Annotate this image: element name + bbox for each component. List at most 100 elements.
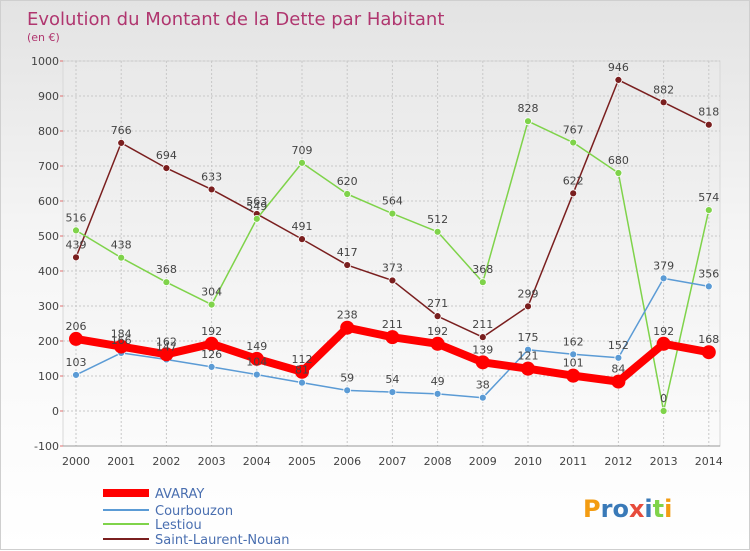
logo-text: Proxiti bbox=[583, 495, 672, 523]
y-tick-label: 800 bbox=[38, 125, 59, 138]
chart-title: Evolution du Montant de la Dette par Hab… bbox=[27, 9, 444, 30]
data-point bbox=[521, 361, 535, 376]
data-label: 149 bbox=[246, 340, 267, 353]
data-point bbox=[524, 302, 532, 311]
y-tick-label: 700 bbox=[38, 160, 59, 173]
data-point bbox=[566, 368, 581, 383]
data-point bbox=[343, 261, 352, 269]
data-point bbox=[385, 330, 400, 345]
data-label: 162 bbox=[563, 335, 584, 348]
data-point bbox=[117, 253, 126, 262]
data-point bbox=[159, 347, 174, 362]
data-label: 680 bbox=[608, 154, 629, 167]
data-labels: 206 184 162 192 149 112 238 211 192 139 121 101 84 19… bbox=[66, 61, 720, 405]
plot-area bbox=[62, 60, 721, 447]
legend-label: Lestiou bbox=[155, 518, 202, 533]
legend-label: Courbouzon bbox=[155, 504, 233, 519]
y-tick-label: 1000 bbox=[31, 55, 59, 68]
data-label: 271 bbox=[427, 297, 448, 310]
legend-label: AVARAY bbox=[155, 487, 204, 502]
data-label: 356 bbox=[698, 267, 719, 280]
data-label: 147 bbox=[156, 341, 177, 354]
data-point bbox=[611, 374, 626, 389]
x-tick-label: 2002 bbox=[152, 455, 180, 468]
data-label: 564 bbox=[382, 195, 403, 208]
data-point bbox=[569, 189, 578, 198]
data-label: 168 bbox=[698, 333, 719, 346]
data-label: 166 bbox=[111, 334, 132, 347]
data-point bbox=[433, 389, 442, 398]
data-point bbox=[114, 339, 129, 354]
data-label: 620 bbox=[337, 175, 358, 188]
data-point bbox=[343, 386, 352, 395]
data-point bbox=[475, 355, 490, 370]
data-label: 0 bbox=[660, 392, 667, 405]
data-label: 694 bbox=[156, 149, 177, 162]
legend: AVARAY CourbouzonLestiouSaint-Laurent-Nou… bbox=[103, 487, 290, 548]
data-point bbox=[298, 378, 306, 387]
data-point bbox=[524, 117, 532, 126]
y-tick-label: 600 bbox=[38, 195, 59, 208]
x-tick-label: 2003 bbox=[198, 455, 226, 468]
y-tick-label: 200 bbox=[38, 335, 59, 348]
data-point bbox=[524, 345, 532, 354]
y-tick-label: 500 bbox=[38, 230, 59, 243]
data-point bbox=[343, 190, 352, 198]
x-tick-label: 2004 bbox=[243, 455, 271, 468]
data-point bbox=[388, 388, 397, 397]
x-tick-label: 2014 bbox=[695, 455, 723, 468]
data-label: 104 bbox=[246, 356, 267, 369]
data-point bbox=[659, 98, 668, 107]
data-point bbox=[252, 214, 261, 223]
data-label: 126 bbox=[201, 348, 222, 361]
x-tick-label: 2007 bbox=[378, 455, 406, 468]
data-label: 59 bbox=[340, 371, 354, 384]
data-label: 379 bbox=[653, 259, 674, 272]
data-label: 192 bbox=[201, 325, 222, 338]
data-point bbox=[162, 278, 171, 287]
data-label: 563 bbox=[246, 195, 267, 208]
data-point bbox=[298, 158, 306, 167]
data-label: 103 bbox=[66, 356, 87, 369]
data-point bbox=[478, 333, 487, 342]
legend-label: Saint-Laurent-Nouan bbox=[155, 533, 290, 548]
data-label: 633 bbox=[201, 170, 222, 183]
x-tick-label: 2013 bbox=[650, 455, 678, 468]
data-label: 54 bbox=[385, 373, 399, 386]
data-point bbox=[704, 282, 713, 291]
data-label: 946 bbox=[608, 61, 629, 74]
data-label: 238 bbox=[337, 309, 358, 322]
data-label: 211 bbox=[472, 318, 493, 331]
data-label: 84 bbox=[611, 363, 625, 376]
data-point bbox=[430, 336, 445, 351]
data-point bbox=[72, 226, 80, 235]
data-label: 81 bbox=[295, 364, 309, 377]
data-point bbox=[298, 235, 306, 244]
data-label: 767 bbox=[563, 124, 584, 137]
data-point bbox=[701, 345, 716, 360]
data-label: 101 bbox=[563, 357, 584, 370]
x-tick-label: 2012 bbox=[604, 455, 632, 468]
data-point bbox=[207, 362, 216, 371]
data-label: 304 bbox=[201, 286, 222, 299]
data-label: 112 bbox=[292, 353, 313, 366]
data-label: 192 bbox=[653, 325, 674, 338]
data-label: 828 bbox=[518, 102, 539, 115]
data-label: 439 bbox=[66, 238, 87, 251]
data-point bbox=[117, 138, 126, 147]
data-point bbox=[478, 278, 487, 287]
x-tick-label: 2001 bbox=[107, 455, 135, 468]
data-point bbox=[656, 336, 671, 351]
data-label: 368 bbox=[156, 263, 177, 276]
y-tick-label: -100 bbox=[34, 440, 59, 453]
data-label: 121 bbox=[518, 350, 539, 363]
data-point bbox=[614, 169, 623, 177]
x-tick-label: 2008 bbox=[424, 455, 452, 468]
data-label: 491 bbox=[292, 220, 313, 233]
data-label: 574 bbox=[698, 191, 719, 204]
data-label: 512 bbox=[427, 213, 448, 226]
data-point bbox=[614, 76, 623, 84]
data-point bbox=[252, 370, 261, 379]
